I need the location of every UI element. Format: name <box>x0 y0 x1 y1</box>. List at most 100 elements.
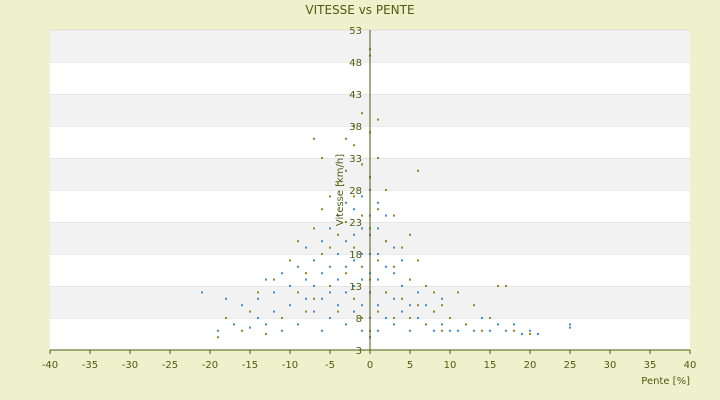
y-tick-label: 23 <box>349 218 362 229</box>
x-tick-label: -40 <box>42 360 58 371</box>
scatter-point <box>433 310 435 313</box>
y-tick-label: 48 <box>349 58 362 69</box>
scatter-point <box>377 227 379 230</box>
scatter-point <box>393 323 395 326</box>
scatter-point <box>241 304 243 307</box>
scatter-point <box>313 297 315 300</box>
scatter-point <box>201 291 203 294</box>
scatter-point <box>305 297 307 300</box>
scatter-point <box>497 323 499 326</box>
y-tick-label: 43 <box>349 90 362 101</box>
scatter-point <box>321 240 323 243</box>
scatter-point <box>265 323 267 326</box>
scatter-point <box>361 278 363 281</box>
scatter-point <box>489 317 491 319</box>
x-tick-label: -25 <box>162 360 178 371</box>
scatter-point <box>385 291 387 294</box>
scatter-point <box>385 189 387 191</box>
scatter-point <box>361 253 363 255</box>
scatter-point <box>297 240 299 243</box>
scatter-point <box>345 272 347 275</box>
scatter-point <box>569 323 571 326</box>
scatter-point <box>465 323 467 326</box>
x-tick-label: -5 <box>325 360 335 371</box>
chart-title: VITESSE vs PENTE <box>305 3 414 17</box>
scatter-point <box>401 285 403 287</box>
x-tick-label: 40 <box>684 360 697 371</box>
scatter-point <box>569 326 571 329</box>
scatter-point <box>225 317 227 319</box>
scatter-point <box>321 272 323 275</box>
scatter-point <box>417 291 419 294</box>
scatter-point <box>377 304 379 307</box>
scatter-point <box>441 297 443 300</box>
scatter-point <box>529 329 531 332</box>
scatter-point <box>377 201 379 204</box>
scatter-point <box>513 329 515 332</box>
scatter-point <box>329 265 331 268</box>
scatter-point <box>441 323 443 326</box>
y-tick-label: 13 <box>349 282 362 293</box>
scatter-point <box>377 253 379 255</box>
y-tick-label: 8 <box>356 314 362 325</box>
scatter-point <box>353 195 355 198</box>
scatter-point <box>305 278 307 281</box>
scatter-point <box>377 118 379 121</box>
scatter-point <box>417 169 419 172</box>
scatter-point <box>505 285 507 287</box>
scatter-point <box>353 259 355 262</box>
scatter-point <box>321 253 323 255</box>
scatter-point <box>473 329 475 332</box>
scatter-point <box>521 333 523 335</box>
scatter-point <box>337 233 339 236</box>
scatter-point <box>353 285 355 287</box>
y-tick-label: 38 <box>349 122 362 133</box>
scatter-point <box>273 310 275 313</box>
scatter-point <box>265 278 267 281</box>
x-tick-label: 30 <box>604 360 617 371</box>
scatter-point <box>409 329 411 332</box>
scatter-point <box>289 304 291 307</box>
scatter-point <box>401 259 403 262</box>
scatter-point <box>393 214 395 217</box>
scatter-point <box>305 272 307 275</box>
scatter-point <box>345 240 347 243</box>
scatter-point <box>313 259 315 262</box>
scatter-point <box>529 333 531 335</box>
scatter-point <box>281 317 283 319</box>
scatter-point <box>377 259 379 262</box>
scatter-point <box>441 329 443 332</box>
scatter-point <box>417 259 419 262</box>
scatter-point <box>345 291 347 294</box>
scatter-point <box>441 304 443 307</box>
scatter-point <box>353 310 355 313</box>
scatter-point <box>361 227 363 230</box>
scatter-point <box>217 336 219 339</box>
x-axis-label: Pente [%] <box>641 376 690 387</box>
scatter-point <box>361 195 363 198</box>
scatter-point <box>361 329 363 332</box>
scatter-point <box>401 310 403 313</box>
scatter-point <box>289 285 291 287</box>
scatter-point <box>305 246 307 249</box>
scatter-point <box>297 265 299 268</box>
scatter-point <box>257 297 259 300</box>
scatter-point <box>449 329 451 332</box>
scatter-point <box>257 317 259 319</box>
scatter-point <box>321 297 323 300</box>
scatter-point <box>337 182 339 185</box>
y-axis-label: Vitesse [km/h] <box>335 154 346 226</box>
scatter-point <box>241 329 243 332</box>
scatter-point <box>281 272 283 275</box>
scatter-point <box>217 329 219 332</box>
scatter-point <box>401 246 403 249</box>
scatter-point <box>377 157 379 159</box>
y-tick-label: 3 <box>356 346 362 357</box>
y-tick-label: 28 <box>349 186 362 197</box>
scatter-point <box>481 329 483 332</box>
y-tick-label: 33 <box>349 154 362 165</box>
scatter-point <box>345 265 347 268</box>
scatter-point <box>417 317 419 319</box>
